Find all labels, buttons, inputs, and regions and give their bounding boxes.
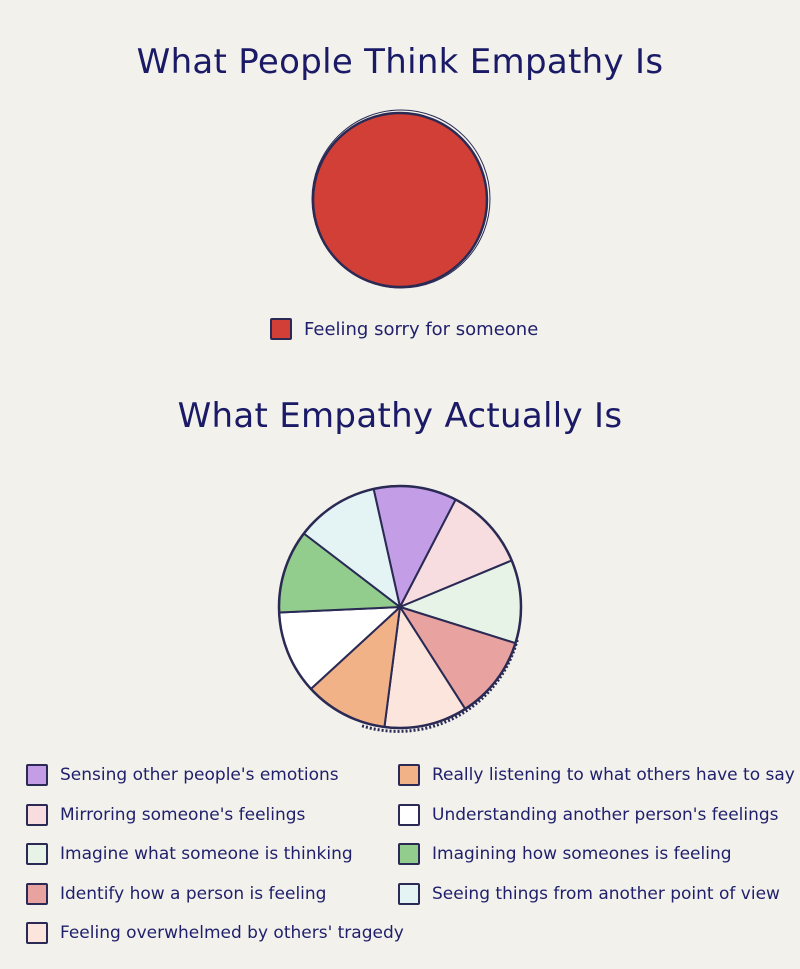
legend-item: Identify how a person is feeling — [26, 882, 327, 905]
legend-label: Understanding another person's feelings — [432, 804, 779, 825]
pie-outline — [277, 484, 523, 730]
legend-swatch — [26, 843, 48, 865]
legend-item: Seeing things from another point of view — [398, 882, 780, 905]
legend-label: Imagining how someones is feeling — [432, 844, 732, 864]
legend-label: Really listening to what others have to … — [432, 765, 795, 785]
legend-swatch — [398, 764, 420, 786]
legend-swatch — [398, 803, 420, 826]
legend-swatch — [26, 882, 48, 905]
legend-label: Feeling overwhelmed by others' tragedy — [60, 923, 404, 943]
legend-label: Seeing things from another point of view — [432, 883, 780, 904]
pie-chart-actual — [277, 484, 523, 733]
legend-item: Really listening to what others have to … — [398, 764, 795, 786]
pie-outline — [311, 109, 491, 289]
legend-swatch — [398, 882, 420, 905]
legend-swatch — [26, 803, 48, 826]
legend-label: Imagine what someone is thinking — [60, 844, 353, 864]
legend-swatch — [26, 922, 48, 944]
legend-item: Imagine what someone is thinking — [26, 843, 353, 865]
legend-swatch — [26, 764, 48, 786]
pie-slice-feeling-sorry — [311, 111, 489, 289]
legend-item: Sensing other people's emotions — [26, 764, 339, 786]
legend-label: Feeling sorry for someone — [304, 318, 539, 340]
chart-title-perceived: What People Think Empathy Is — [136, 42, 664, 82]
legend-swatch — [270, 318, 292, 340]
legend-label: Identify how a person is feeling — [60, 883, 327, 904]
legend-item: Mirroring someone's feelings — [26, 803, 306, 826]
legend-item: Imagining how someones is feeling — [398, 843, 732, 865]
legend-item: Understanding another person's feelings — [398, 803, 779, 826]
legend-label: Mirroring someone's feelings — [60, 804, 306, 825]
legend-perceived: Feeling sorry for someone — [270, 318, 538, 340]
pie-chart-perceived — [311, 109, 491, 289]
pie-rim-shadow — [360, 639, 519, 733]
chart-title-actual: What Empathy Actually Is — [177, 396, 623, 436]
legend-label: Sensing other people's emotions — [60, 765, 339, 785]
legend-swatch — [398, 843, 420, 865]
legend-item: Feeling overwhelmed by others' tragedy — [26, 922, 404, 944]
